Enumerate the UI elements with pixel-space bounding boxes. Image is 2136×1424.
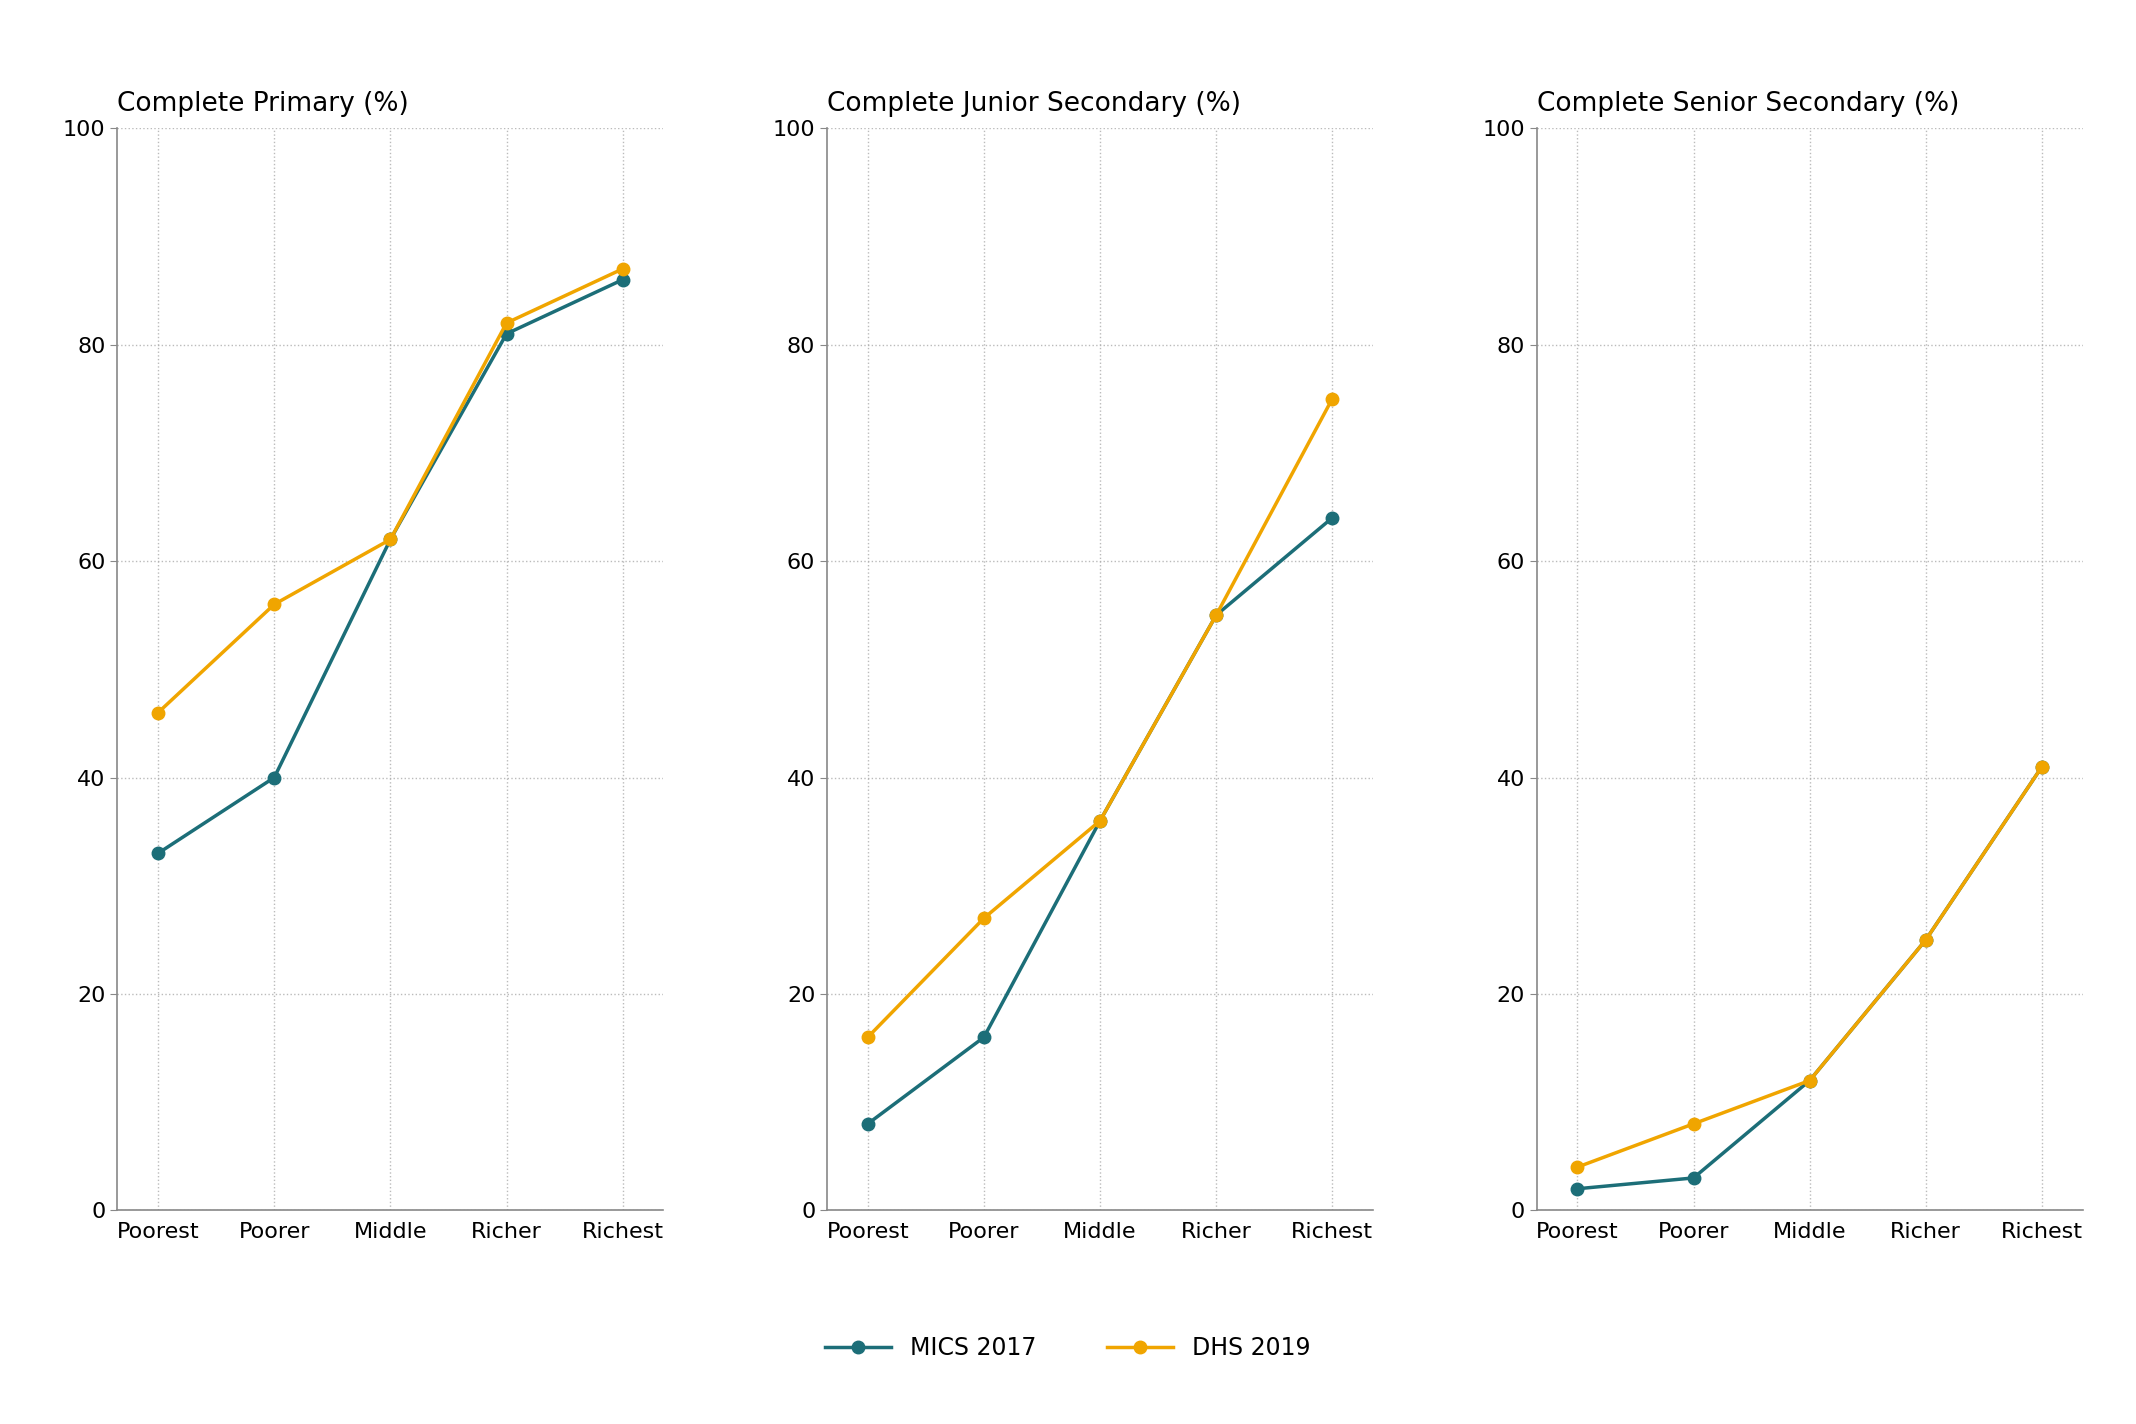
Text: Complete Junior Secondary (%): Complete Junior Secondary (%)	[827, 91, 1241, 118]
MICS 2017	[2029, 758, 2055, 775]
MICS 2017	[1914, 931, 1939, 948]
MICS 2017	[1203, 607, 1228, 624]
Legend: MICS 2017, DHS 2019: MICS 2017, DHS 2019	[816, 1327, 1320, 1370]
MICS 2017	[611, 271, 637, 288]
DHS 2019	[2029, 758, 2055, 775]
DHS 2019	[1087, 812, 1113, 829]
Line: MICS 2017: MICS 2017	[861, 511, 1339, 1131]
MICS 2017	[493, 325, 519, 342]
Line: DHS 2019: DHS 2019	[152, 262, 628, 719]
Text: Complete Senior Secondary (%): Complete Senior Secondary (%)	[1536, 91, 1959, 118]
DHS 2019	[854, 1028, 880, 1045]
MICS 2017	[854, 1115, 880, 1132]
Line: DHS 2019: DHS 2019	[861, 393, 1339, 1044]
DHS 2019	[1914, 931, 1939, 948]
Text: Complete Primary (%): Complete Primary (%)	[117, 91, 410, 118]
DHS 2019	[1320, 390, 1346, 407]
DHS 2019	[493, 315, 519, 332]
Line: MICS 2017: MICS 2017	[152, 273, 628, 860]
Line: DHS 2019: DHS 2019	[1572, 760, 2048, 1173]
MICS 2017	[145, 844, 171, 862]
MICS 2017	[1320, 510, 1346, 527]
MICS 2017	[261, 769, 286, 786]
DHS 2019	[145, 703, 171, 721]
DHS 2019	[611, 261, 637, 278]
MICS 2017	[1564, 1180, 1589, 1198]
DHS 2019	[378, 531, 404, 548]
DHS 2019	[1681, 1115, 1707, 1132]
Line: MICS 2017: MICS 2017	[1572, 760, 2048, 1195]
MICS 2017	[1087, 812, 1113, 829]
MICS 2017	[1796, 1072, 1822, 1089]
MICS 2017	[1681, 1169, 1707, 1186]
MICS 2017	[378, 531, 404, 548]
DHS 2019	[1203, 607, 1228, 624]
DHS 2019	[972, 910, 998, 927]
MICS 2017	[972, 1028, 998, 1045]
DHS 2019	[1796, 1072, 1822, 1089]
DHS 2019	[261, 595, 286, 612]
DHS 2019	[1564, 1159, 1589, 1176]
